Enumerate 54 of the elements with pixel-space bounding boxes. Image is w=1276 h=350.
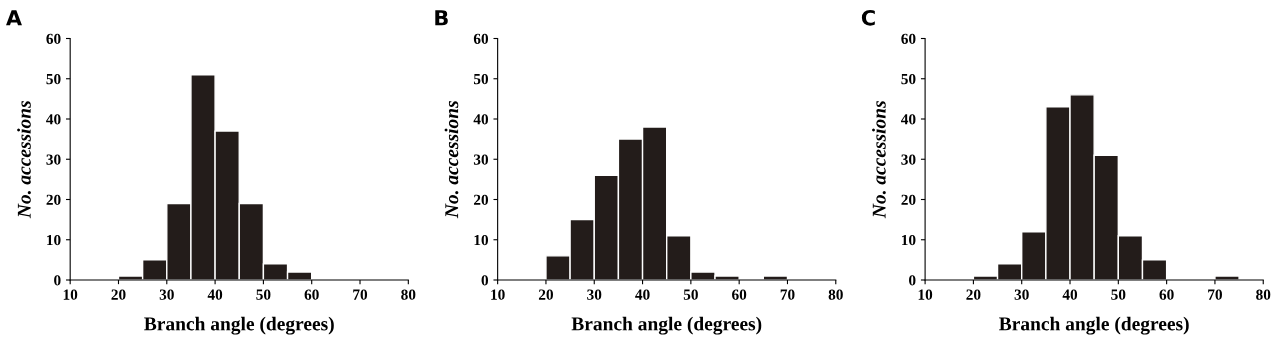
x-tick-label: 10 (918, 289, 933, 300)
x-tick-label: 70 (1208, 289, 1222, 300)
y-tick-label: 50 (46, 73, 61, 85)
x-tick-label: 20 (966, 289, 981, 300)
y-tick-label: 30 (473, 154, 489, 165)
x-tick-label: 10 (491, 289, 505, 300)
x-tick-label: 30 (159, 289, 174, 300)
x-axis-title: Branch angle (degrees) (571, 316, 762, 335)
y-tick-label: 20 (46, 194, 61, 205)
x-axis-title: Branch angle (degrees) (144, 316, 334, 335)
y-tick-label: 10 (902, 234, 916, 246)
x-tick-label: 80 (828, 289, 843, 300)
x-tick-label: 60 (1159, 289, 1174, 300)
y-tick-label: 30 (901, 154, 916, 165)
y-tick-label: 10 (474, 234, 489, 246)
x-tick-label: 20 (111, 289, 126, 300)
x-tick-label: 30 (587, 289, 602, 300)
y-axis-title: No. accessions (444, 100, 459, 219)
x-tick-label: 10 (63, 289, 78, 300)
x-axis-title: Branch angle (degrees) (999, 316, 1189, 335)
y-tick-label: 0 (481, 275, 489, 286)
chart-title: A (6, 10, 22, 26)
y-tick-label: 20 (901, 194, 916, 205)
chart-title: C (861, 9, 875, 26)
chart-title: B (435, 10, 448, 26)
x-tick-label: 70 (780, 289, 795, 300)
x-tick-label: 40 (207, 289, 223, 300)
x-tick-label: 70 (353, 289, 368, 300)
x-tick-label: 30 (1014, 289, 1029, 300)
x-tick-label: 80 (401, 289, 416, 300)
x-tick-label: 50 (683, 289, 698, 300)
x-tick-label: 20 (538, 289, 553, 300)
y-tick-label: 10 (47, 234, 61, 246)
y-tick-label: 0 (54, 275, 61, 286)
y-tick-label: 40 (901, 114, 916, 125)
y-tick-label: 60 (46, 33, 61, 44)
y-tick-label: 50 (901, 73, 916, 85)
x-tick-label: 40 (635, 289, 650, 300)
y-tick-label: 20 (473, 194, 489, 205)
x-tick-label: 40 (1062, 289, 1078, 300)
y-tick-label: 40 (46, 114, 61, 125)
y-axis-title: No. accessions (17, 100, 31, 219)
y-tick-label: 40 (473, 114, 489, 125)
y-tick-label: 30 (46, 154, 61, 165)
x-tick-label: 60 (732, 289, 747, 300)
y-tick-label: 60 (901, 33, 916, 44)
x-tick-label: 60 (304, 289, 319, 300)
y-axis-title: No. accessions (872, 100, 886, 219)
y-tick-label: 60 (473, 33, 489, 44)
x-tick-label: 80 (1256, 289, 1271, 300)
x-tick-label: 50 (1111, 289, 1126, 300)
y-tick-label: 50 (473, 73, 489, 85)
x-tick-label: 50 (256, 289, 271, 300)
y-tick-label: 0 (909, 275, 916, 286)
